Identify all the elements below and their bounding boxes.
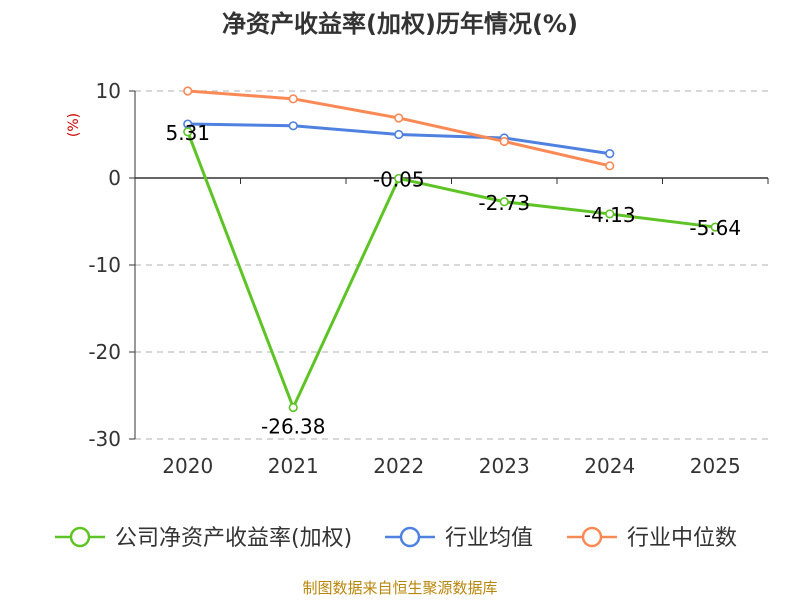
- y-tick-label: -10: [88, 253, 121, 277]
- y-axis-unit-label: (%): [66, 113, 82, 137]
- series-lines: [183, 86, 720, 413]
- x-tick-label: 2023: [479, 454, 530, 478]
- series-line-2: [187, 89, 611, 168]
- data-label: 5.31: [165, 121, 210, 145]
- data-point: [605, 209, 615, 219]
- data-point: [183, 127, 193, 137]
- data-point: [499, 197, 509, 207]
- legend-label-2[interactable]: 行业中位数: [627, 526, 737, 551]
- legend-marker-2: [581, 526, 603, 548]
- data-point: [394, 113, 404, 123]
- y-tick-label: -20: [88, 340, 121, 364]
- data-point: [394, 173, 404, 184]
- x-tick-label: 2024: [584, 454, 635, 478]
- data-label: -4.13: [584, 203, 636, 227]
- data-point: [499, 136, 509, 147]
- data-label: -26.38: [261, 415, 325, 439]
- data-point: [710, 222, 720, 232]
- legend[interactable]: 公司净资产收益率(加权) 行业均值 行业中位数: [55, 526, 737, 551]
- data-point: [288, 402, 298, 413]
- data-point: [288, 121, 298, 131]
- gridlines: [135, 90, 768, 440]
- data-labels: 5.31 -26.38 -0.05 -2.73 -4.13 -5.64: [165, 121, 741, 439]
- data-label: -2.73: [478, 191, 530, 215]
- data-point: [605, 161, 615, 171]
- data-label: -5.64: [689, 216, 741, 240]
- x-tick-label: 2022: [373, 454, 424, 478]
- x-tick-label: 2020: [162, 454, 213, 478]
- x-tick-label: 2021: [268, 454, 319, 478]
- data-label: -0.05: [373, 167, 425, 191]
- data-point: [183, 86, 193, 96]
- legend-marker-1: [399, 526, 421, 548]
- x-tick-label: 2025: [690, 454, 741, 478]
- data-source-note: 制图数据来自恒生聚源数据库: [302, 579, 497, 597]
- data-point: [605, 149, 615, 159]
- legend-marker-0: [69, 526, 91, 548]
- axes: 10 0 -10 -20 -30 2020 2021 2022 2023 2024 2025: [88, 79, 769, 478]
- y-tick-label: -30: [88, 427, 121, 451]
- data-point: [394, 129, 404, 140]
- chart-title: 净资产收益率(加权)历年情况(%): [222, 10, 578, 38]
- y-tick-label: 0: [108, 166, 121, 190]
- series-line-0: [186, 131, 716, 410]
- legend-label-1[interactable]: 行业均值: [445, 526, 533, 551]
- data-point: [288, 94, 298, 104]
- legend-label-0[interactable]: 公司净资产收益率(加权): [115, 526, 352, 551]
- y-tick-label: 10: [96, 79, 121, 103]
